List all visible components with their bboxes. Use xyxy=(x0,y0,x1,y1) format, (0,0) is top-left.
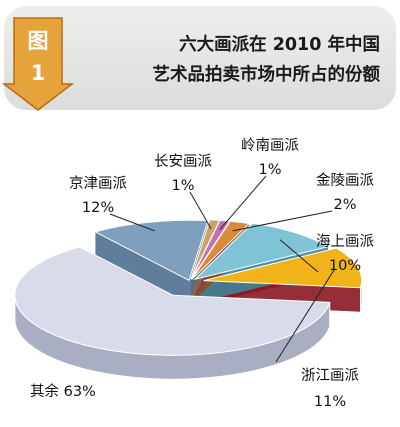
badge-arrow-icon xyxy=(1,17,75,111)
pie-slice-jingjin xyxy=(94,219,209,281)
slice-name-text: 其余 xyxy=(30,382,64,400)
pie-leader-lines xyxy=(109,175,335,363)
slice-value-text: 63% xyxy=(64,384,96,400)
badge-bottom: 1 xyxy=(31,61,46,85)
label-jingjin: 京津画派 12% xyxy=(69,175,127,216)
slice-value-label: 2% xyxy=(333,197,356,213)
slice-name-label: 海上画派 xyxy=(316,233,374,250)
chart-title-line2: 艺术品拍卖市场中所占的份额 xyxy=(153,64,381,85)
leader-line-lingnan xyxy=(219,175,267,230)
slice-name-label: 其余 63% xyxy=(30,382,96,400)
leader-line-jinling xyxy=(232,210,333,232)
figure-badge: 图 1 xyxy=(1,17,75,111)
label-haishang: 海上画派 10% xyxy=(316,233,374,274)
leader-line-haishang xyxy=(279,239,319,273)
chart-title-line1: 六大画派在 2010 年中国 xyxy=(179,34,380,55)
slice-name-label: 浙江画派 xyxy=(301,367,359,384)
label-jinling: 金陵画派 2% xyxy=(316,172,374,213)
slice-name-label: 金陵画派 xyxy=(316,172,374,189)
slice-value-label: 10% xyxy=(329,258,361,274)
slice-value-label: 1% xyxy=(171,178,194,194)
label-qiyu: 其余 63% xyxy=(30,382,96,400)
badge-top: 图 xyxy=(28,29,49,53)
pie-slice-zhejiang xyxy=(203,247,363,289)
label-changan: 长安画派 1% xyxy=(154,153,212,194)
label-lingnan: 岭南画派 1% xyxy=(241,137,299,178)
leader-line-zhejiang xyxy=(275,268,335,363)
slice-value-label: 1% xyxy=(258,162,281,178)
leader-line-jingjin xyxy=(109,213,156,232)
pie-cut-face-jingjin xyxy=(95,231,189,305)
pie-slice-haishang xyxy=(193,222,330,281)
label-zhejiang: 浙江画派 11% xyxy=(301,367,359,410)
slice-name-label: 长安画派 xyxy=(154,153,212,170)
pie-tops xyxy=(14,219,363,356)
header-band xyxy=(4,6,396,110)
pie-slice-jinling xyxy=(191,220,251,280)
slice-value-label: 12% xyxy=(82,200,114,216)
leader-line-changan xyxy=(189,191,212,230)
slice-name-label: 京津画派 xyxy=(69,175,127,192)
slice-name-label: 岭南画派 xyxy=(241,137,299,154)
slice-value-label: 11% xyxy=(314,394,346,410)
